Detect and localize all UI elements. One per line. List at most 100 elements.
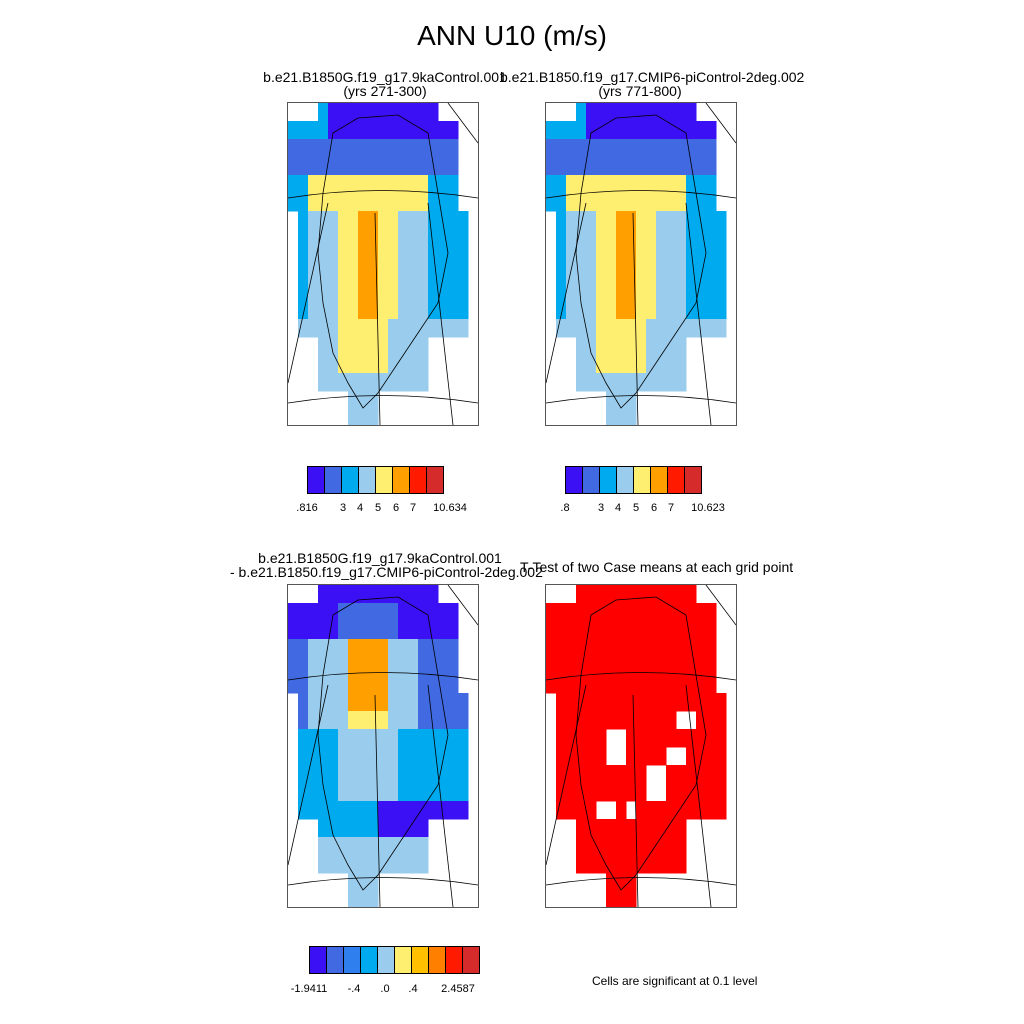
grid-cell [368, 783, 379, 802]
grid-cell [378, 747, 389, 766]
grid-cell [606, 783, 617, 802]
grid-cell [438, 675, 449, 694]
grid-cell [606, 193, 617, 212]
grid-cell [616, 819, 627, 838]
grid-cell [448, 283, 459, 302]
grid-cell [438, 765, 449, 784]
grid-cell [298, 139, 309, 158]
grid-cell [696, 193, 707, 212]
grid-cell [606, 247, 617, 266]
grid-cell [596, 157, 607, 176]
grid-cell [408, 139, 419, 158]
grid-cell [318, 211, 329, 230]
grid-cell [616, 157, 627, 176]
grid-cell [646, 175, 657, 194]
grid-cell [358, 747, 369, 766]
grid-cell [576, 265, 587, 284]
grid-cell [626, 103, 637, 122]
grid-cell [398, 837, 409, 856]
grid-cell [308, 319, 319, 338]
grid-cell [378, 103, 389, 122]
grid-cell [338, 121, 349, 140]
grid-cell [308, 783, 319, 802]
grid-cell [368, 301, 379, 320]
grid-cell [566, 639, 577, 658]
grid-cell [646, 837, 657, 856]
grid-cell [368, 639, 379, 658]
grid-cell [438, 193, 449, 212]
grid-cell [438, 301, 449, 320]
grid-cell [418, 337, 429, 356]
grid-cell [706, 657, 717, 676]
grid-cell [546, 193, 557, 212]
grid-cell [378, 337, 389, 356]
grid-cell [556, 193, 567, 212]
grid-cell [348, 873, 359, 892]
grid-cell [358, 121, 369, 140]
grid-cell [358, 355, 369, 374]
grid-cell [636, 211, 647, 230]
grid-cell [378, 139, 389, 158]
grid-cell [348, 247, 359, 266]
grid-cell [586, 657, 597, 676]
grid-cell [626, 765, 637, 784]
grid-cell [696, 765, 707, 784]
grid-cell [388, 819, 399, 838]
grid-cell [288, 157, 299, 176]
grid-cell [576, 639, 587, 658]
grid-cell [298, 729, 309, 748]
grid-cell [408, 175, 419, 194]
grid-cell [576, 337, 587, 356]
grid-cell [586, 211, 597, 230]
grid-cell [606, 283, 617, 302]
grid-cell [686, 319, 697, 338]
grid-cell [596, 193, 607, 212]
colorbar-swatch [565, 466, 583, 494]
colorbar-swatch [633, 466, 651, 494]
grid-cell [338, 247, 349, 266]
grid-cell [428, 711, 439, 730]
grid-cell [398, 103, 409, 122]
grid-cell [348, 211, 359, 230]
grid-cell [676, 801, 687, 820]
grid-cell [368, 175, 379, 194]
grid-cell [448, 801, 459, 820]
grid-cell [666, 229, 677, 248]
grid-cell [448, 193, 459, 212]
grid-cell [596, 373, 607, 392]
grid-cell [348, 765, 359, 784]
grid-cell [318, 855, 329, 874]
grid-cell [586, 121, 597, 140]
colorbar-swatch [307, 466, 325, 494]
grid-cell [328, 585, 339, 604]
grid-cell [676, 765, 687, 784]
grid-cell [328, 675, 339, 694]
grid-cell [696, 657, 707, 676]
grid-cell [368, 391, 379, 410]
grid-cell [408, 585, 419, 604]
grid-cell [646, 319, 657, 338]
grid-cell [576, 373, 587, 392]
grid-cell [656, 373, 667, 392]
grid-cell [706, 139, 717, 158]
grid-cell [656, 603, 667, 622]
colorbar-tick-label: 2.4587 [441, 983, 475, 995]
grid-cell [418, 693, 429, 712]
grid-cell [428, 675, 439, 694]
grid-cell [706, 729, 717, 748]
grid-cell [646, 211, 657, 230]
grid-cell [418, 175, 429, 194]
grid-cell [378, 675, 389, 694]
grid-cell [388, 355, 399, 374]
grid-cell [696, 621, 707, 640]
grid-cell [408, 355, 419, 374]
grid-cell [626, 603, 637, 622]
colorbar-tick-label: .816 [296, 502, 318, 514]
colorbar-swatch [343, 946, 361, 974]
grid-cell [438, 603, 449, 622]
grid-cell [328, 819, 339, 838]
grid-cell [328, 747, 339, 766]
grid-cell [666, 265, 677, 284]
grid-cell [388, 337, 399, 356]
grid-cell [288, 193, 299, 212]
